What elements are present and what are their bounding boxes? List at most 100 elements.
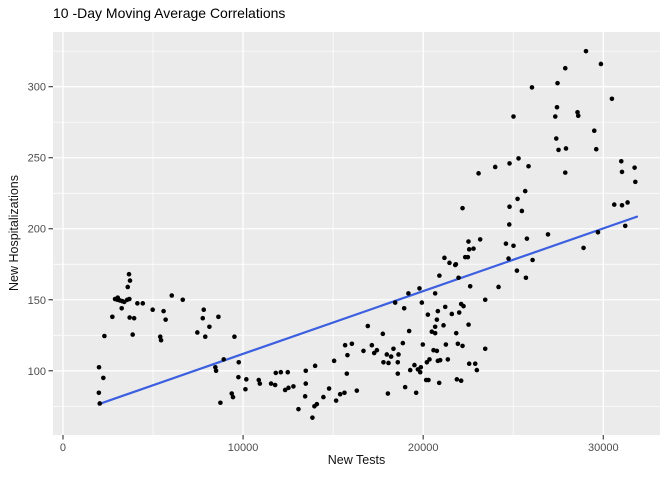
data-point [243, 386, 248, 392]
data-point [436, 380, 442, 386]
data-point [158, 337, 164, 343]
data-point [506, 222, 512, 227]
data-point [563, 146, 569, 151]
data-point [432, 330, 438, 336]
data-point [236, 374, 241, 380]
data-point [466, 361, 472, 366]
data-point [326, 386, 332, 391]
data-point [256, 377, 262, 383]
x-tick-label: 20000 [408, 442, 439, 454]
data-point [97, 401, 103, 406]
data-point [342, 390, 347, 396]
data-point [96, 364, 102, 370]
data-point [207, 324, 212, 330]
data-point [337, 391, 343, 397]
data-point [310, 415, 315, 420]
data-point [562, 65, 568, 71]
data-point [477, 237, 483, 242]
data-point [406, 291, 411, 296]
data-point [619, 203, 625, 208]
data-point [461, 303, 466, 309]
data-point [157, 334, 163, 340]
data-point [511, 243, 516, 249]
data-point [342, 342, 348, 348]
data-point [454, 377, 460, 382]
data-point [471, 246, 476, 251]
data-point [437, 273, 442, 278]
data-point [519, 208, 525, 214]
data-point [442, 304, 448, 310]
data-point [545, 232, 551, 237]
data-point [618, 158, 624, 164]
data-point [583, 48, 589, 54]
data-point [314, 401, 320, 407]
data-point [110, 314, 115, 320]
data-point [466, 247, 472, 252]
data-point [361, 348, 366, 354]
data-point [169, 293, 175, 298]
data-point [437, 357, 443, 363]
data-point [396, 352, 401, 357]
trend-line [97, 215, 639, 406]
data-point [465, 254, 471, 260]
data-point [127, 296, 132, 302]
data-point [303, 368, 309, 374]
y-tick-label: 150 [28, 295, 46, 307]
data-point [453, 330, 459, 336]
data-point [530, 257, 535, 263]
data-point [632, 165, 637, 170]
data-point [229, 391, 235, 396]
data-point [575, 113, 581, 119]
data-point [312, 363, 318, 369]
x-tick-label: 0 [60, 442, 66, 454]
data-point [388, 354, 394, 359]
data-point [593, 146, 599, 152]
data-point [395, 359, 401, 365]
data-point [180, 297, 186, 303]
data-point [456, 310, 462, 315]
data-point [591, 128, 597, 134]
data-point [434, 348, 440, 354]
data-point [575, 109, 580, 115]
data-point [515, 196, 520, 202]
data-point [161, 308, 166, 314]
data-point [523, 275, 529, 281]
data-point [419, 300, 425, 305]
data-point [354, 388, 360, 393]
data-point [391, 346, 396, 352]
data-point [441, 323, 446, 328]
data-point [514, 268, 520, 273]
data-point [163, 317, 168, 322]
data-point [200, 315, 206, 321]
data-point [282, 387, 288, 393]
data-point [432, 291, 438, 296]
data-point [453, 261, 459, 267]
data-point [344, 371, 350, 376]
data-point [417, 286, 422, 291]
data-point [345, 352, 350, 358]
data-point [395, 371, 401, 376]
data-point [472, 361, 478, 366]
data-point [102, 333, 107, 339]
data-point [202, 334, 208, 340]
data-point [496, 284, 501, 290]
data-point [381, 359, 386, 365]
data-point [127, 315, 132, 320]
data-point [365, 323, 371, 329]
data-point [400, 340, 406, 346]
data-point [401, 305, 407, 311]
data-point [302, 394, 308, 399]
data-point [244, 377, 249, 382]
data-point [516, 156, 521, 161]
data-point [349, 341, 355, 347]
data-point [420, 342, 426, 347]
y-axis-title: New Hospitalizations [7, 174, 21, 292]
data-point [460, 205, 465, 211]
data-point [413, 390, 419, 396]
data-point [595, 229, 601, 235]
data-point [427, 357, 432, 362]
data-point [625, 200, 630, 205]
data-point [432, 324, 438, 330]
data-point [556, 147, 561, 153]
